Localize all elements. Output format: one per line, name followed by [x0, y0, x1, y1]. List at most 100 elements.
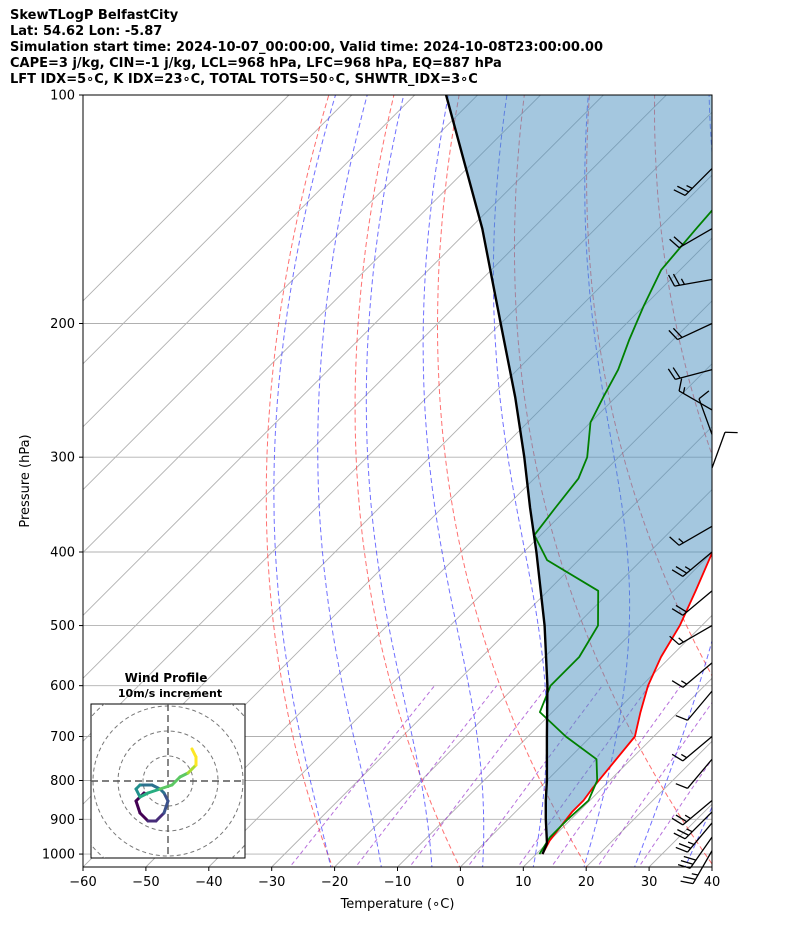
barb-staff: [698, 398, 713, 435]
temperature-line: [541, 550, 712, 855]
y-tick-label: 800: [50, 774, 75, 789]
x-tick-label: −40: [195, 875, 222, 890]
dry-adiabat: [783, 78, 794, 870]
barb-half: [691, 873, 699, 876]
barb-staff: [689, 836, 713, 869]
barb-flag: [671, 680, 684, 688]
hodograph-segment: [162, 799, 170, 815]
x-tick-label: −20: [321, 875, 348, 890]
hodograph-segment: [138, 811, 150, 823]
isotherm: [334, 488, 712, 867]
indices-line: LFT IDX=5∘C, K IDX=23∘C, TOTAL TOTS=50∘C…: [10, 72, 478, 87]
shaded-region: [446, 95, 712, 855]
barb-staff: [678, 390, 713, 411]
hodograph-inner: [91, 704, 245, 858]
wind-barb: [669, 625, 713, 646]
barb-flag: [671, 569, 684, 577]
barb-staff: [678, 228, 713, 249]
time-line: Simulation start time: 2024-10-07_00:00:…: [10, 40, 603, 55]
barb-flag: [671, 817, 684, 826]
barb-staff: [687, 690, 713, 721]
mixing-ratio-line: [408, 685, 549, 867]
barb-staff: [682, 799, 713, 826]
barb-flag: [677, 829, 689, 836]
barb-flag: [673, 236, 684, 246]
mixing-ratio-line: [638, 758, 712, 867]
x-tick-label: 40: [704, 875, 721, 890]
wind-barb: [671, 590, 713, 616]
isotherm: [83, 95, 541, 554]
mixing-ratio-line: [354, 685, 498, 867]
x-tick-label: −10: [384, 875, 411, 890]
barb-staff: [684, 168, 713, 196]
x-tick-label: 0: [456, 875, 464, 890]
barb-half: [686, 184, 693, 189]
moist-adiabat: [365, 95, 433, 867]
barb-flag: [673, 189, 686, 197]
barb-flag: [678, 843, 692, 849]
barb-staff: [682, 735, 713, 762]
wind-barb: [677, 836, 713, 869]
wind-barb: [669, 228, 713, 249]
barb-staff: [692, 850, 713, 884]
wind-barb: [678, 378, 713, 411]
wind-barbs: [667, 168, 738, 885]
hodograph-segment: [154, 811, 166, 823]
mixing-ratio-line: [550, 685, 682, 867]
mixing-ratio-line: [289, 685, 435, 867]
hodograph-subtitle: 10m/s increment: [118, 687, 222, 700]
dry-adiabat: [514, 95, 712, 865]
barb-flag: [667, 274, 676, 287]
x-tick-label: −30: [258, 875, 285, 890]
barb-flag: [678, 378, 683, 392]
barb-flag: [671, 608, 684, 616]
barb-flag: [677, 864, 691, 869]
barb-flag: [672, 273, 681, 286]
barb-flag: [675, 846, 688, 853]
wind-barb: [671, 735, 713, 762]
barb-staff: [682, 551, 713, 577]
wind-barb: [673, 168, 713, 197]
barb-half: [680, 680, 688, 685]
barb-staff: [677, 322, 713, 341]
hodograph-segment: [134, 799, 142, 815]
moist-adiabat: [492, 95, 548, 867]
dry-adiabat: [719, 78, 794, 870]
wind-barb: [667, 367, 713, 381]
barb-flag: [675, 714, 688, 721]
barb-half: [684, 814, 691, 820]
dry-adiabat: [265, 95, 334, 867]
y-tick-label: 100: [50, 89, 75, 104]
hodograph-segment: [158, 783, 174, 791]
y-tick-label: 600: [50, 679, 75, 694]
wind-barb: [698, 390, 713, 435]
x-axis: −60 −50 −40 −30 −20 −10 0 10 20 30 40 Temperature (…: [69, 867, 720, 912]
barb-flag: [675, 814, 688, 823]
wind-barb: [671, 662, 713, 688]
barb-half: [687, 841, 695, 846]
wind-barb: [711, 431, 738, 469]
y-tick-label: 200: [50, 317, 75, 332]
hodograph-segment: [190, 747, 198, 759]
wind-barb: [671, 799, 713, 826]
barb-flag: [698, 390, 710, 400]
plot-area: [83, 78, 794, 870]
barb-flag: [671, 753, 684, 762]
isotherm: [711, 866, 712, 867]
barb-half: [686, 828, 693, 833]
hodograph-title: Wind Profile: [125, 671, 208, 685]
wind-barb: [671, 551, 713, 577]
barb-staff: [687, 758, 713, 789]
barb-half: [684, 566, 691, 571]
y-axis: 1000 900 800 700 600 500 400 300 200 100 Pressure …: [18, 89, 83, 863]
x-tick-label: 10: [515, 875, 532, 890]
x-axis-label: Temperature (∘C): [340, 897, 455, 912]
moist-adiabat: [273, 95, 336, 867]
isotherm: [397, 551, 712, 867]
barb-half: [680, 278, 685, 285]
parcel-line: [444, 95, 549, 855]
hodograph: Wind Profile 10m/s increment: [90, 671, 246, 859]
barb-flag: [669, 635, 680, 646]
barb-staff: [682, 590, 713, 616]
